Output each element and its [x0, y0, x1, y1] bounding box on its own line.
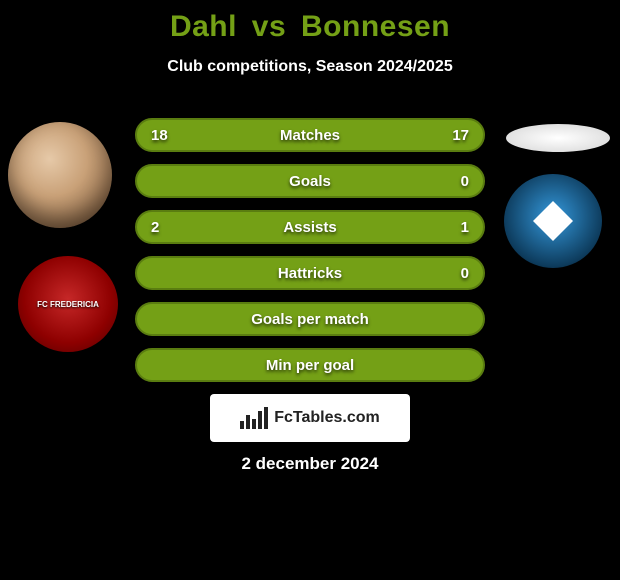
stat-right-value: 1	[461, 219, 469, 236]
stat-row-min-per-goal: Min per goal	[135, 348, 485, 382]
comparison-card: Dahl vs Bonnesen Club competitions, Seas…	[0, 0, 620, 580]
stat-row-assists: 2 Assists 1	[135, 210, 485, 244]
brand-text: FcTables.com	[274, 409, 380, 427]
date-text: 2 december 2024	[0, 454, 620, 474]
stat-row-hattricks: Hattricks 0	[135, 256, 485, 290]
player2-avatar	[506, 124, 610, 152]
stat-label: Assists	[283, 219, 336, 236]
stats-list: 18 Matches 17 Goals 0 2 Assists 1 Hattri…	[135, 118, 485, 394]
stat-row-goals: Goals 0	[135, 164, 485, 198]
swan-icon	[533, 201, 573, 241]
stat-label: Hattricks	[278, 265, 342, 282]
stat-row-matches: 18 Matches 17	[135, 118, 485, 152]
stat-label: Goals per match	[251, 311, 369, 328]
stat-label: Goals	[289, 173, 331, 190]
player1-avatar	[8, 122, 112, 228]
player2-club-badge	[504, 174, 602, 268]
subtitle: Club competitions, Season 2024/2025	[0, 58, 620, 76]
club-left-text: FC FREDERICIA	[37, 300, 99, 309]
player2-name: Bonnesen	[301, 10, 450, 43]
stat-label: Matches	[280, 127, 340, 144]
player1-club-badge: FC FREDERICIA	[18, 256, 118, 352]
player1-name: Dahl	[170, 10, 237, 43]
stat-right-value: 17	[452, 127, 469, 144]
stat-right-value: 0	[461, 173, 469, 190]
page-title: Dahl vs Bonnesen	[0, 0, 620, 44]
vs-label: vs	[252, 10, 286, 43]
stat-left-value: 18	[151, 127, 168, 144]
stat-label: Min per goal	[266, 357, 354, 374]
stat-right-value: 0	[461, 265, 469, 282]
stat-row-goals-per-match: Goals per match	[135, 302, 485, 336]
brand-pill[interactable]: FcTables.com	[210, 394, 410, 442]
chart-icon	[240, 407, 268, 429]
stat-left-value: 2	[151, 219, 159, 236]
